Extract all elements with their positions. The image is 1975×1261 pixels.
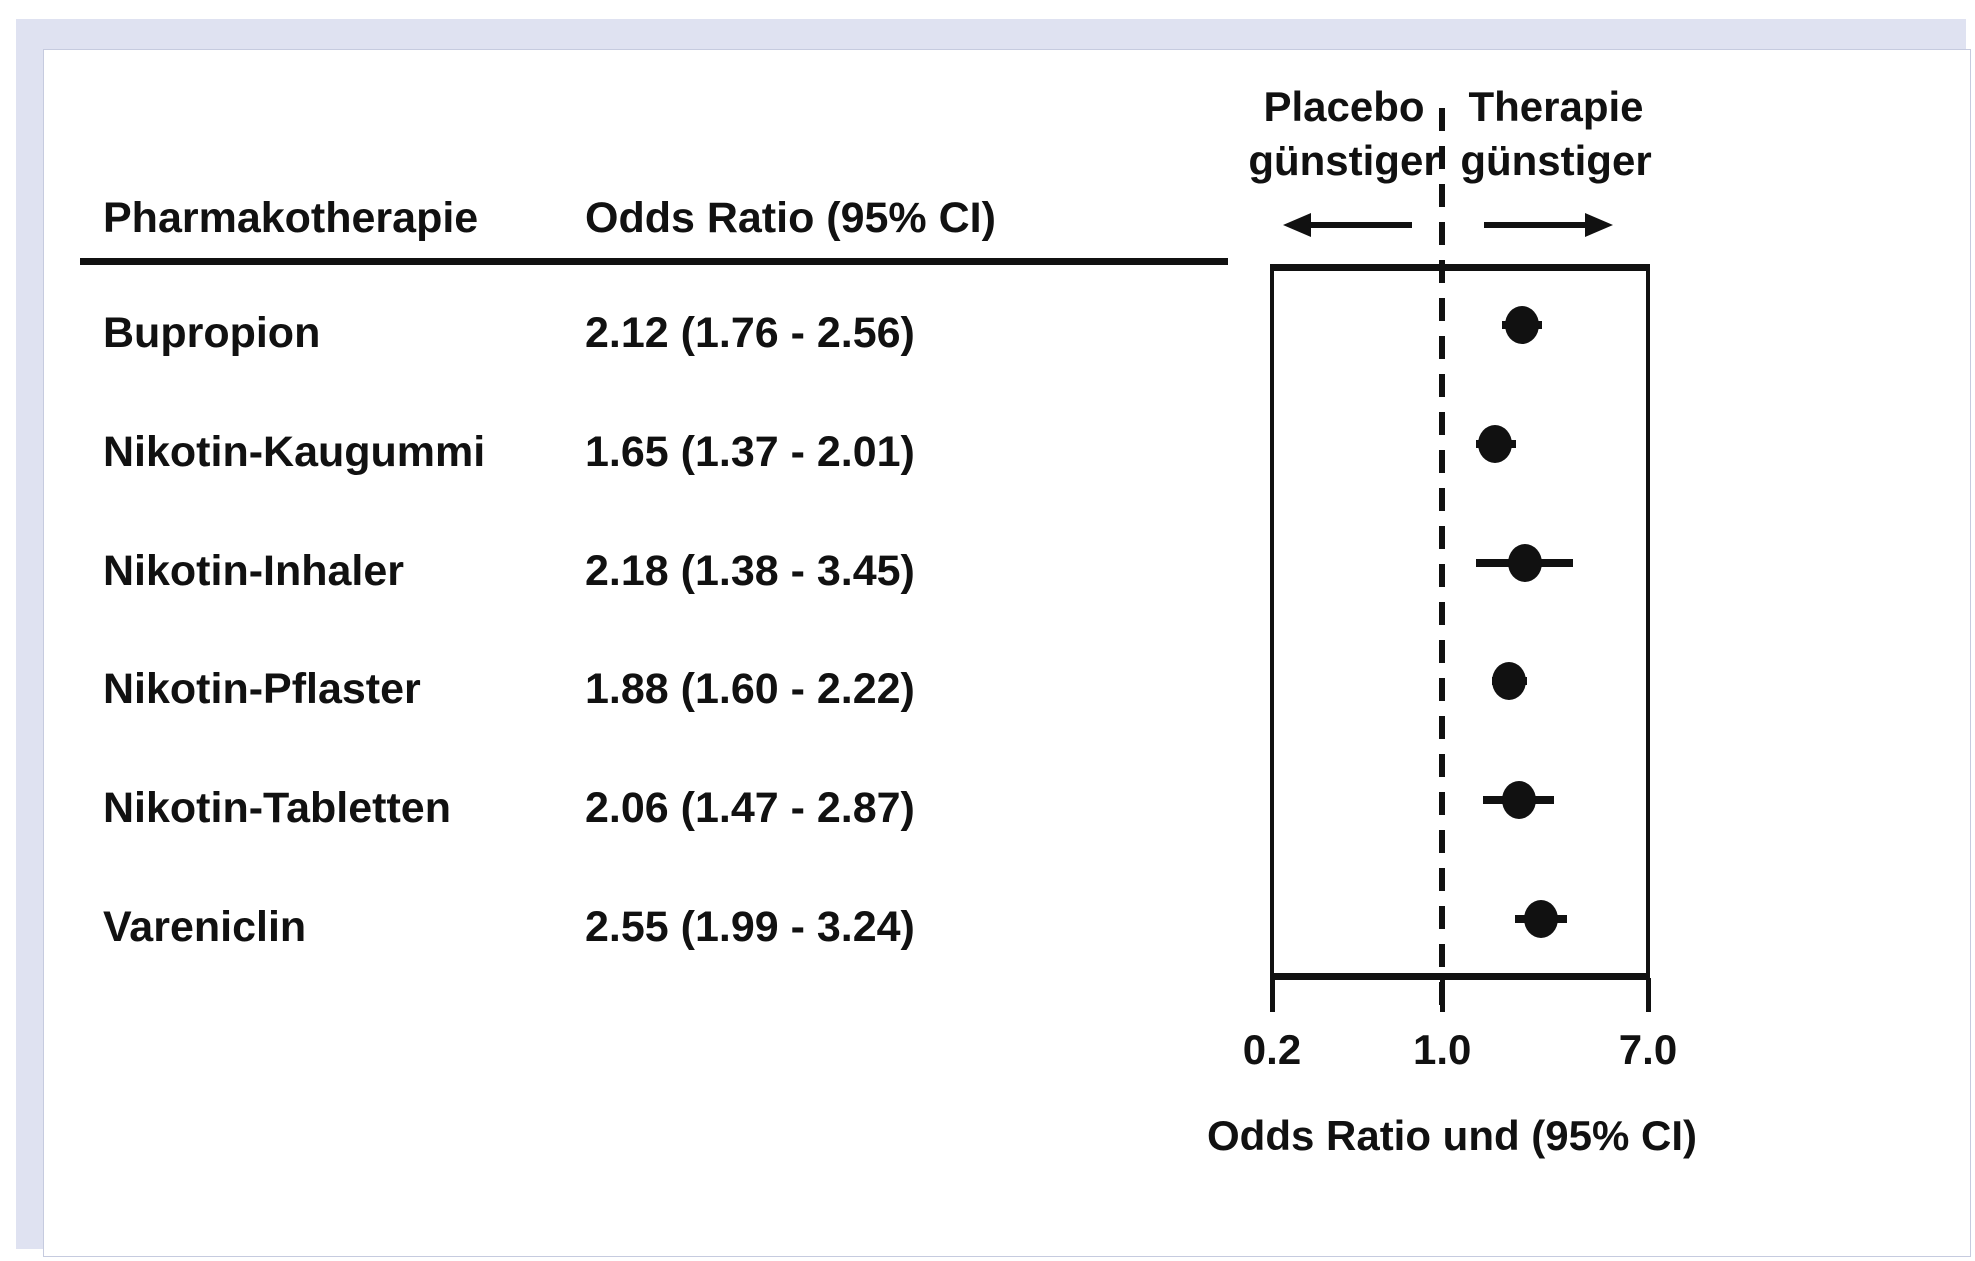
x-axis-tick-label: 1.0	[1413, 1026, 1472, 1073]
x-axis-tick	[1269, 978, 1275, 1012]
therapy-name: Nikotin-Inhaler	[103, 546, 405, 595]
x-axis-tick	[1645, 978, 1651, 1012]
column-header-pharmakotherapie: Pharmakotherapie	[103, 194, 479, 242]
therapy-name: Nikotin-Pflaster	[103, 665, 421, 714]
right-arrow-icon	[1482, 210, 1613, 240]
odds-ratio-marker	[1491, 662, 1526, 701]
reference-line-or-1	[1439, 108, 1446, 1013]
odds-ratio-value: 1.65 (1.37 - 2.01)	[585, 428, 915, 476]
therapy-name: Nikotin-Tabletten	[103, 784, 451, 832]
label-therapie-line1: Therapie	[1468, 83, 1644, 130]
x-axis-tick-label: 7.0	[1618, 1026, 1678, 1073]
odds-ratio-value: 2.55 (1.99 - 3.24)	[585, 902, 915, 951]
left-arrow-icon	[1283, 210, 1414, 240]
column-header-odds-ratio: Odds Ratio (95% CI)	[585, 194, 996, 242]
odds-ratio-value: 2.18 (1.38 - 3.45)	[585, 546, 915, 595]
label-placebo-line1: Placebo	[1263, 83, 1425, 130]
x-axis-tick-label: 0.2	[1242, 1026, 1302, 1073]
odds-ratio-marker	[1524, 899, 1559, 938]
x-axis-title: Odds Ratio und (95% CI)	[1206, 1112, 1698, 1159]
odds-ratio-marker	[1478, 425, 1513, 463]
odds-ratio-value: 2.06 (1.47 - 2.87)	[585, 784, 915, 832]
label-placebo-line2: günstiger	[1248, 137, 1440, 184]
odds-ratio-marker	[1504, 306, 1539, 345]
label-therapie-line2: günstiger	[1460, 137, 1652, 184]
header-divider-line	[80, 258, 1228, 265]
therapy-name: Nikotin-Kaugummi	[103, 428, 486, 476]
plot-area-box	[1270, 264, 1650, 980]
therapy-name: Vareniclin	[103, 902, 307, 951]
odds-ratio-marker	[1501, 781, 1536, 819]
therapy-name: Bupropion	[103, 309, 321, 358]
odds-ratio-marker	[1507, 543, 1542, 582]
x-axis-tick	[1439, 978, 1445, 1012]
odds-ratio-value: 2.12 (1.76 - 2.56)	[585, 309, 915, 358]
label-placebo-guenstiger: Placebo günstiger	[1248, 80, 1439, 188]
odds-ratio-value: 1.88 (1.60 - 2.22)	[585, 665, 915, 714]
label-therapie-guenstiger: Therapie günstiger	[1460, 80, 1651, 188]
